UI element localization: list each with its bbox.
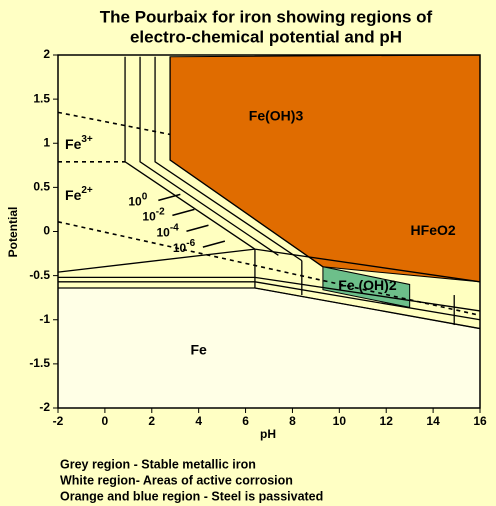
- pointer-arrow: [202, 240, 226, 248]
- region-label: Fe(OH)3: [249, 107, 304, 123]
- boundary-line: [154, 56, 303, 262]
- region-label: HFeO2: [411, 222, 456, 238]
- ion-label-base: Fe: [65, 136, 82, 152]
- boundary-line: [169, 56, 324, 268]
- x-tick-label: 14: [426, 414, 440, 428]
- concentration-label-sup: -2: [156, 206, 165, 217]
- y-tick-label: 0.5: [33, 180, 50, 194]
- x-tick-label: 8: [289, 414, 296, 428]
- chart-title: electro-chemical potential and pH: [130, 27, 402, 46]
- x-tick-label: 2: [148, 414, 155, 428]
- y-tick-label: 2: [43, 47, 50, 61]
- x-tick-label: 12: [380, 414, 394, 428]
- pointer-arrow: [186, 224, 209, 232]
- y-tick-label: -2: [39, 400, 50, 414]
- concentration-label: 100: [128, 191, 147, 209]
- y-tick-label: 0: [43, 224, 50, 238]
- concentration-label: 10-2: [142, 206, 165, 224]
- concentration-label: 10-6: [173, 238, 196, 256]
- boundary-line: [57, 111, 171, 136]
- x-tick-label: 10: [333, 414, 347, 428]
- boundary-line: [139, 56, 279, 256]
- pointer-arrow: [158, 193, 181, 202]
- ion-label-sup: 2+: [81, 185, 93, 196]
- note: White region- Areas of active corrosion: [60, 473, 293, 487]
- region-label: Fe: [190, 341, 207, 357]
- boundary-line: [124, 56, 256, 250]
- boundary-line: [57, 221, 481, 317]
- x-tick-label: 4: [195, 414, 202, 428]
- note: Orange and blue region - Steel is passiv…: [60, 489, 323, 503]
- ion-label-base: Fe: [65, 187, 82, 203]
- concentration-label-sup: 0: [142, 191, 148, 202]
- ion-label-sup: 3+: [81, 134, 93, 145]
- concentration-label-base: 10: [128, 195, 142, 209]
- y-tick-label: 1.5: [33, 91, 50, 105]
- x-tick-label: -2: [53, 414, 64, 428]
- y-tick-label: 1: [43, 135, 50, 149]
- x-tick-label: 16: [473, 414, 487, 428]
- y-tick-label: -1: [39, 312, 50, 326]
- ion-label: Fe2+: [65, 185, 93, 203]
- ion-label: Fe3+: [65, 134, 93, 152]
- x-tick-label: 6: [242, 414, 249, 428]
- concentration-label-sup: -4: [170, 222, 179, 233]
- concentration-label-sup: -6: [186, 238, 195, 249]
- chart-title: The Pourbaix for iron showing regions of: [100, 7, 433, 26]
- concentration-label-base: 10: [156, 225, 170, 239]
- concentration-label-base: 10: [173, 241, 187, 255]
- x-tick-label: 0: [102, 414, 109, 428]
- y-axis-label: Potential: [6, 207, 20, 258]
- region-label: Fe (OH)2: [338, 277, 397, 293]
- concentration-label: 10-4: [156, 222, 179, 240]
- pointer-arrow: [172, 208, 195, 217]
- x-axis-label: pH: [260, 427, 276, 441]
- note: Grey region - Stable metallic iron: [60, 457, 256, 471]
- y-tick-label: -0.5: [29, 268, 50, 282]
- y-tick-label: -1.5: [29, 356, 50, 370]
- concentration-label-base: 10: [142, 210, 156, 224]
